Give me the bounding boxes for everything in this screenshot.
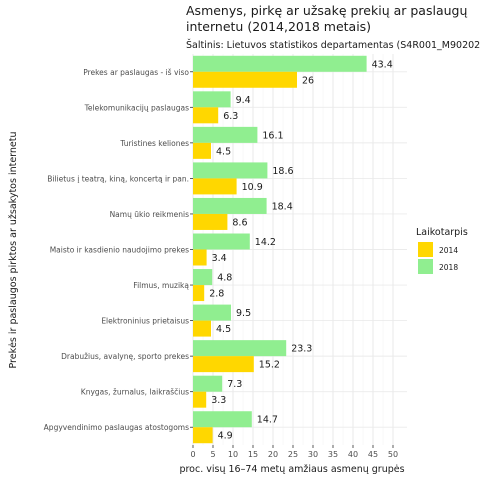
- bar-2018: [193, 269, 212, 285]
- category-labels: Prekes ar paslaugas - iš viso Telekomunik…: [44, 68, 193, 432]
- bar-2018: [193, 198, 267, 214]
- category-label: Drabužius, avalynę, sporto prekes: [61, 352, 189, 361]
- category-label: Turistines keliones: [119, 139, 189, 148]
- x-tick-label: 20: [268, 450, 278, 459]
- category-label: Namų ūkio reikmenis: [110, 210, 190, 219]
- bar-2018: [193, 340, 286, 356]
- value-label-2018: 9.4: [236, 95, 251, 106]
- x-axis: 0 5 10 15 20 25 30 35 40 45 50: [190, 445, 398, 459]
- x-tick-label: 15: [248, 450, 258, 459]
- bar-2018: [193, 376, 222, 392]
- bar-2018: [193, 411, 252, 427]
- category-label: Prekes ar paslaugas - iš viso: [83, 68, 189, 77]
- category-label: Telekomunikacijų paslaugas: [84, 103, 189, 112]
- x-tick-label: 10: [228, 450, 238, 459]
- value-label-2018: 7.3: [227, 379, 242, 390]
- legend-label-2018: 2018: [439, 263, 458, 272]
- x-tick-label: 35: [328, 450, 338, 459]
- legend-key-2018: [418, 259, 433, 274]
- category-label: Bilietus į teatrą, kiną, koncertą ir pan…: [47, 174, 189, 183]
- x-tick-label: 5: [210, 450, 215, 459]
- value-label-2018: 9.5: [236, 308, 251, 319]
- category-label: Maisto ir kasdienio naudojimo prekes: [50, 246, 189, 255]
- bar-2018: [193, 91, 231, 107]
- category-label: Knygas, žurnalus, laikraščius: [81, 388, 189, 397]
- value-label-2018: 43.4: [372, 59, 393, 70]
- value-label-2018: 16.1: [262, 130, 283, 141]
- bar-2014: [193, 427, 213, 443]
- value-label-2014: 6.3: [223, 111, 238, 122]
- x-tick-label: 0: [190, 450, 195, 459]
- x-tick-label: 40: [348, 450, 358, 459]
- bar-2014: [193, 107, 218, 123]
- value-label-2018: 18.6: [272, 166, 293, 177]
- x-tick-label: 30: [308, 450, 318, 459]
- chart-subtitle: Šaltinis: Lietuvos statistikos departame…: [186, 39, 480, 51]
- category-label: Apgyvendinimo paslaugas atostogoms: [44, 423, 189, 432]
- value-label-2014: 4.5: [216, 146, 231, 157]
- bar-2014: [193, 356, 254, 372]
- x-tick-label: 25: [288, 450, 298, 459]
- x-axis-title: proc. visų 16–74 metų amžiaus asmenų gru…: [179, 464, 404, 475]
- category-label: Elektroninius prietaisus: [101, 317, 189, 326]
- value-label-2018: 18.4: [272, 201, 293, 212]
- category-label: Filmus, muziką: [133, 281, 189, 290]
- value-label-2014: 4.9: [218, 431, 233, 442]
- bar-2014: [193, 285, 204, 301]
- bar-2014: [193, 392, 206, 408]
- legend-label-2014: 2014: [439, 246, 458, 255]
- bar-2014: [193, 143, 211, 159]
- value-label-2014: 4.5: [216, 324, 231, 335]
- legend: Laikotarpis 2014 2018: [416, 227, 468, 274]
- bar-2018: [193, 305, 231, 321]
- bar-2018: [193, 127, 257, 143]
- x-tick-label: 50: [388, 450, 398, 459]
- value-label-2014: 10.9: [242, 182, 263, 193]
- bar-2014: [193, 250, 207, 266]
- bar-2014: [193, 178, 237, 194]
- value-label-2018: 23.3: [291, 344, 312, 355]
- value-label-2018: 4.8: [217, 273, 232, 284]
- legend-title: Laikotarpis: [416, 227, 468, 238]
- value-label-2014: 8.6: [232, 217, 247, 228]
- bar-2018: [193, 162, 267, 178]
- value-label-2014: 3.3: [211, 395, 226, 406]
- chart-title-line-2: internetu (2014,2018 metais): [186, 19, 371, 34]
- bar-2018: [193, 56, 367, 72]
- bar-2014: [193, 321, 211, 337]
- value-label-2014: 2.8: [209, 289, 224, 300]
- bar-2014: [193, 72, 297, 88]
- x-tick-label: 45: [368, 450, 378, 459]
- chart-title-line-1: Asmenys, pirkę ar užsakę prekių ar pasla…: [186, 3, 467, 18]
- value-label-2018: 14.2: [255, 237, 276, 248]
- value-label-2014: 26: [302, 75, 314, 86]
- bar-2018: [193, 234, 250, 250]
- value-label-2018: 14.7: [257, 415, 278, 426]
- value-label-2014: 15.2: [259, 360, 280, 371]
- y-axis-title: Prekės ir paslaugos pirktos ar užsakytos…: [8, 131, 19, 368]
- bar-2014: [193, 214, 227, 230]
- legend-key-2014: [418, 242, 433, 257]
- value-label-2014: 3.4: [212, 253, 227, 264]
